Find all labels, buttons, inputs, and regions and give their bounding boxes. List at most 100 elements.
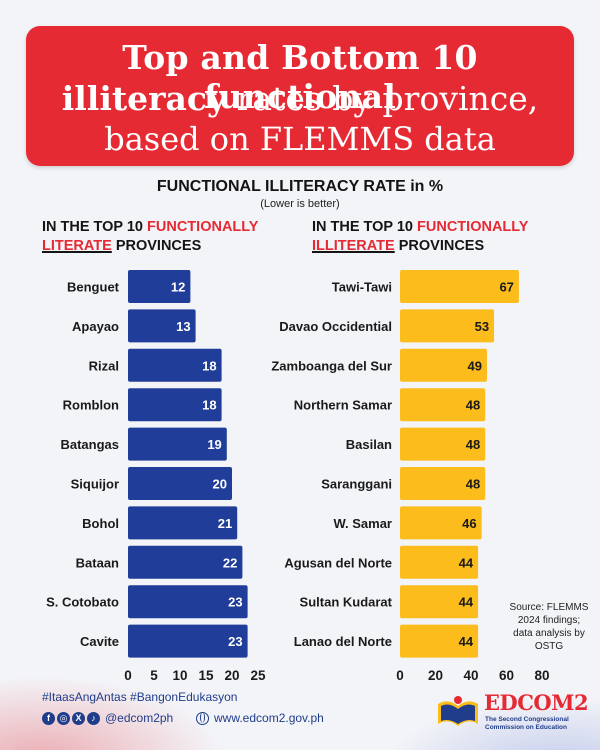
category-label: Northern Samar — [294, 398, 392, 413]
bar-literate — [128, 506, 238, 540]
bar-value-label: 19 — [207, 437, 221, 452]
bar-value-label: 53 — [475, 319, 489, 334]
category-label: Cavite — [80, 634, 119, 649]
category-label: Apayao — [72, 319, 119, 334]
hashtags: #ItaasAngAntas #BangonEdukasyon — [42, 690, 238, 704]
left-heading-suffix: PROVINCES — [111, 238, 202, 254]
title-line-2-rest: rates by province, — [226, 79, 539, 118]
category-label: Bohol — [82, 516, 119, 531]
bar-value-label: 44 — [459, 634, 474, 649]
bar-literate — [128, 545, 243, 579]
facebook-icon[interactable]: f — [42, 711, 55, 725]
right-panel-heading: IN THE TOP 10 FUNCTIONALLY ILLITERATE PR… — [312, 218, 528, 256]
category-label: Lanao del Norte — [294, 634, 392, 649]
left-heading-prefix: IN THE TOP 10 — [42, 219, 148, 235]
book-logo-icon — [438, 696, 478, 726]
social-handle[interactable]: @edcom2ph — [105, 711, 174, 725]
title-line-3: based on FLEMMS data — [104, 120, 496, 158]
bar-value-label: 46 — [462, 516, 476, 531]
bar-illiterate — [400, 309, 495, 343]
bar-illiterate — [400, 585, 479, 619]
chart-subtitle: (Lower is better) — [260, 198, 340, 210]
title-line-1: Top and Bottom 10 functional — [122, 38, 478, 116]
category-label: Romblon — [63, 398, 119, 413]
title-banner: Top and Bottom 10 functional illiteracy … — [26, 26, 574, 166]
bar-illiterate — [400, 467, 486, 500]
logo-tagline: The Second Congressional Commission on E… — [485, 716, 569, 731]
bar-illiterate — [400, 388, 486, 422]
bar-illiterate — [400, 348, 487, 382]
x-tick-label: 20 — [428, 668, 443, 683]
category-label: Rizal — [89, 358, 119, 373]
bar-illiterate — [400, 545, 479, 579]
category-label: W. Samar — [333, 516, 392, 531]
source-line-3: data analysis by — [513, 628, 585, 639]
bar-literate — [128, 624, 248, 658]
bar-value-label: 48 — [466, 477, 480, 492]
bar-value-label: 48 — [466, 398, 480, 413]
bar-value-label: 20 — [213, 477, 227, 492]
bar-value-label: 44 — [459, 555, 474, 570]
website-url[interactable]: www.edcom2.gov.ph — [214, 711, 324, 725]
left-heading-highlight-2: LITERATE — [42, 238, 112, 254]
category-label: Davao Occidential — [279, 319, 392, 334]
source-note: Source: FLEMMS 2024 findings; data analy… — [508, 601, 590, 653]
x-tick-label: 20 — [224, 668, 239, 683]
left-panel-heading: IN THE TOP 10 FUNCTIONALLY LITERATE PROV… — [42, 218, 258, 256]
title-line-2: illiteracy rates by province, — [26, 79, 574, 118]
bar-value-label: 21 — [218, 516, 232, 531]
bar-literate — [128, 270, 191, 303]
instagram-icon[interactable]: ◎ — [57, 711, 70, 725]
bar-value-label: 13 — [176, 319, 190, 334]
right-heading-suffix: PROVINCES — [394, 238, 485, 254]
x-icon[interactable]: X — [72, 711, 85, 725]
bar-value-label: 67 — [499, 280, 513, 295]
left-heading-highlight-1: FUNCTIONALLY — [147, 219, 259, 235]
bar-value-label: 12 — [171, 280, 185, 295]
bar-illiterate — [400, 624, 479, 658]
category-label: Agusan del Norte — [284, 555, 392, 570]
bar-literate — [128, 467, 232, 500]
category-label: Zamboanga del Sur — [271, 358, 392, 373]
bar-illiterate — [400, 427, 486, 461]
category-label: Sultan Kudarat — [300, 595, 393, 610]
bar-literate — [128, 427, 227, 461]
globe-icon — [196, 711, 209, 725]
bar-literate — [128, 585, 248, 619]
tiktok-icon[interactable]: ♪ — [87, 711, 100, 725]
x-tick-label: 60 — [499, 668, 514, 683]
chart-title: FUNCTIONAL ILLITERACY RATE in % — [156, 178, 444, 195]
x-tick-label: 15 — [198, 668, 214, 683]
x-tick-label: 0 — [124, 668, 132, 683]
bar-value-label: 23 — [228, 634, 242, 649]
bar-value-label: 23 — [228, 595, 242, 610]
category-label: Batangas — [60, 437, 119, 452]
logo-text: EDCOM2 — [484, 690, 589, 715]
category-label: Basilan — [346, 437, 392, 452]
x-tick-label: 40 — [463, 668, 478, 683]
edcom2-logo: EDCOM2 The Second Congressional Commissi… — [436, 688, 589, 736]
category-label: S. Cotobato — [46, 595, 119, 610]
right-heading-highlight-1: FUNCTIONALLY — [417, 219, 529, 235]
bar-value-label: 18 — [202, 398, 216, 413]
category-label: Tawi-Tawi — [332, 280, 392, 295]
bar-value-label: 22 — [223, 555, 237, 570]
category-label: Benguet — [67, 280, 120, 295]
right-heading-prefix: IN THE TOP 10 — [312, 219, 418, 235]
bar-literate — [128, 388, 222, 422]
bar-value-label: 49 — [468, 358, 482, 373]
x-tick-label: 0 — [396, 668, 404, 683]
source-line-2: 2024 findings; — [517, 615, 581, 626]
category-label: Bataan — [76, 555, 119, 570]
source-line-1: Source: FLEMMS — [509, 602, 589, 613]
bar-value-label: 48 — [466, 437, 480, 452]
social-links: f ◎ X ♪ @edcom2ph — [42, 711, 173, 725]
category-label: Siquijor — [71, 477, 119, 492]
x-tick-label: 5 — [150, 668, 158, 683]
source-line-4: OSTG — [534, 641, 564, 652]
bar-literate — [128, 309, 196, 343]
x-tick-label: 10 — [172, 668, 187, 683]
website-link[interactable]: www.edcom2.gov.ph — [196, 711, 324, 725]
bar-literate — [128, 348, 222, 382]
